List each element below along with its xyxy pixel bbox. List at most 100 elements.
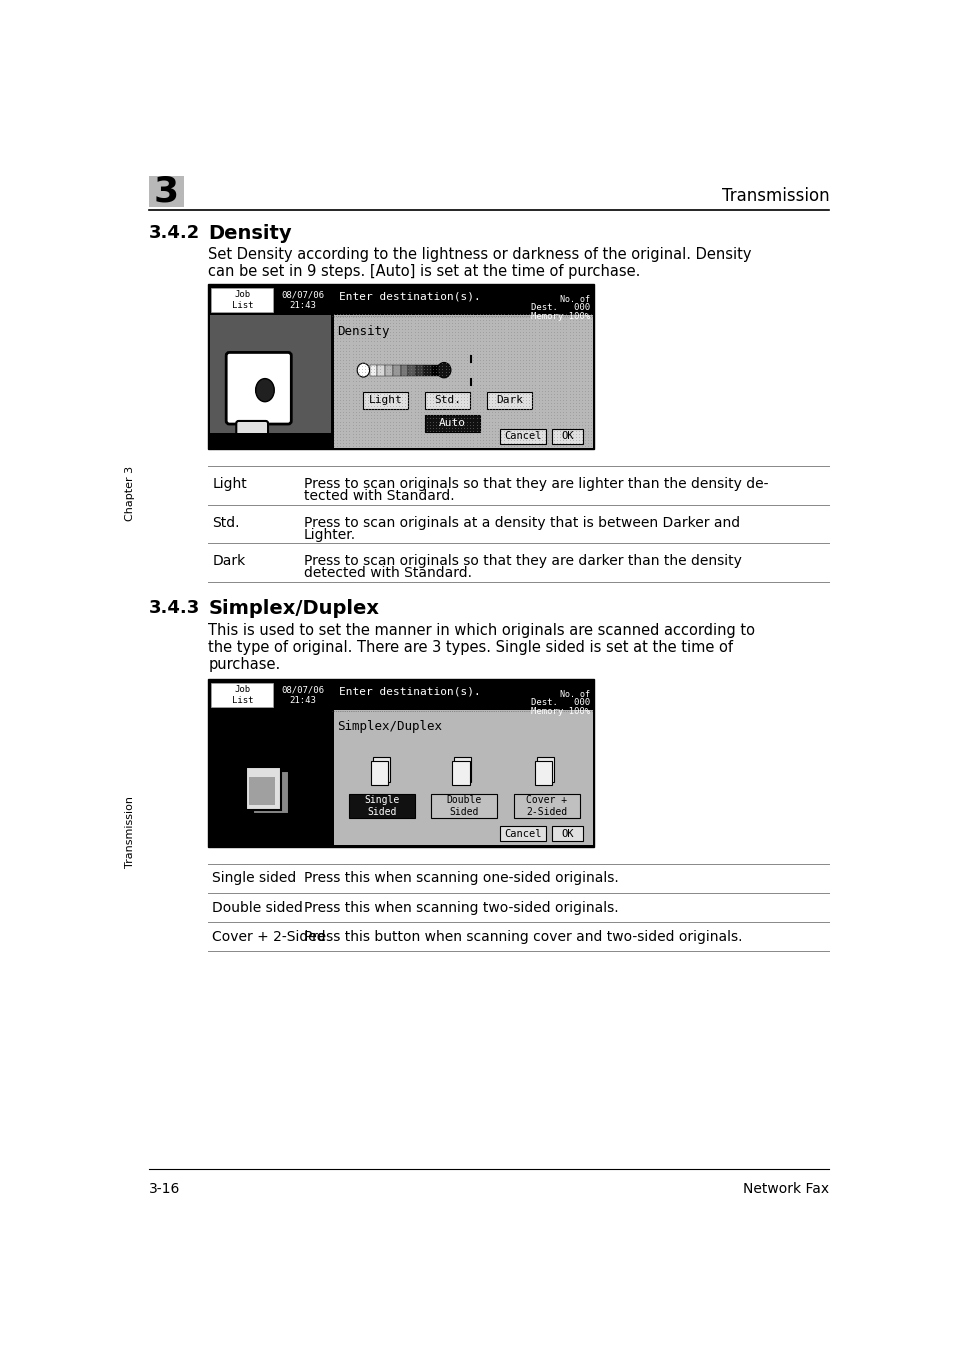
- Text: Press to scan originals at a density that is between Darker and: Press to scan originals at a density tha…: [303, 515, 739, 530]
- Bar: [210, 285, 592, 315]
- FancyBboxPatch shape: [236, 420, 268, 445]
- Bar: [210, 315, 331, 448]
- Bar: [208, 679, 594, 846]
- Text: Cancel: Cancel: [504, 829, 541, 838]
- Text: Light: Light: [369, 395, 402, 406]
- Text: 08/07/06
21:43: 08/07/06 21:43: [281, 291, 324, 310]
- Bar: [408, 365, 416, 376]
- Text: Std.: Std.: [434, 395, 461, 406]
- Text: Std.: Std.: [212, 515, 239, 530]
- Bar: [377, 365, 385, 376]
- Text: Cancel: Cancel: [504, 431, 541, 441]
- Text: This is used to set the manner in which originals are scanned according to: This is used to set the manner in which …: [208, 623, 755, 638]
- Text: Job
List: Job List: [232, 685, 253, 704]
- Text: Light: Light: [212, 477, 247, 491]
- Text: No. of: No. of: [559, 691, 589, 699]
- Bar: [245, 767, 281, 810]
- Bar: [371, 761, 388, 786]
- Bar: [210, 680, 592, 710]
- Text: Lighter.: Lighter.: [303, 529, 355, 542]
- Text: Press this when scanning two-sided originals.: Press this when scanning two-sided origi…: [303, 900, 618, 915]
- Text: 08/07/06
21:43: 08/07/06 21:43: [281, 685, 324, 704]
- Text: Memory 100%: Memory 100%: [530, 312, 589, 322]
- Bar: [425, 415, 479, 431]
- Text: Network Fax: Network Fax: [742, 1183, 828, 1197]
- Bar: [369, 365, 377, 376]
- Bar: [452, 761, 469, 786]
- Bar: [208, 284, 594, 449]
- Text: Transmission: Transmission: [720, 187, 828, 206]
- Text: detected with Standard.: detected with Standard.: [303, 566, 471, 580]
- Bar: [373, 757, 390, 781]
- Text: 3.4.3: 3.4.3: [149, 599, 200, 617]
- Text: Memory 100%: Memory 100%: [530, 707, 589, 717]
- Bar: [552, 429, 583, 443]
- Text: can be set in 9 steps. [Auto] is set at the time of purchase.: can be set in 9 steps. [Auto] is set at …: [208, 264, 640, 279]
- Ellipse shape: [356, 364, 369, 377]
- Text: Press this button when scanning cover and two-sided originals.: Press this button when scanning cover an…: [303, 930, 741, 944]
- Bar: [212, 288, 274, 312]
- FancyBboxPatch shape: [226, 353, 291, 425]
- Bar: [393, 365, 400, 376]
- Text: OK: OK: [561, 431, 574, 441]
- Bar: [363, 392, 408, 408]
- Bar: [513, 795, 579, 818]
- Text: Dark: Dark: [212, 554, 245, 568]
- Text: Double
Sided: Double Sided: [446, 795, 481, 817]
- Bar: [537, 757, 554, 781]
- Text: Chapter 3: Chapter 3: [125, 466, 135, 521]
- Ellipse shape: [436, 362, 451, 377]
- Text: Dest.   000: Dest. 000: [530, 303, 589, 312]
- Bar: [552, 826, 583, 841]
- Text: Job
List: Job List: [232, 291, 253, 310]
- Bar: [334, 710, 592, 845]
- Bar: [499, 429, 546, 443]
- Text: 3: 3: [153, 174, 179, 208]
- Bar: [416, 365, 423, 376]
- Text: Single
Sided: Single Sided: [364, 795, 399, 817]
- Text: Dest.   000: Dest. 000: [530, 698, 589, 707]
- Text: purchase.: purchase.: [208, 657, 280, 672]
- Bar: [454, 757, 471, 781]
- Text: Dark: Dark: [496, 395, 523, 406]
- Text: Double sided: Double sided: [212, 900, 303, 915]
- Bar: [210, 830, 331, 845]
- Text: tected with Standard.: tected with Standard.: [303, 489, 454, 503]
- Text: Press to scan originals so that they are darker than the density: Press to scan originals so that they are…: [303, 554, 740, 568]
- Text: Single sided: Single sided: [212, 872, 296, 886]
- Bar: [487, 392, 532, 408]
- Text: Density: Density: [336, 326, 389, 338]
- Ellipse shape: [255, 379, 274, 402]
- Text: Cover +
2-Sided: Cover + 2-Sided: [525, 795, 567, 817]
- Bar: [423, 365, 431, 376]
- Text: Simplex/Duplex: Simplex/Duplex: [208, 599, 379, 618]
- Text: 3.4.2: 3.4.2: [149, 224, 200, 242]
- Bar: [212, 683, 274, 707]
- Bar: [431, 795, 497, 818]
- Text: Auto: Auto: [438, 418, 465, 429]
- Bar: [349, 795, 415, 818]
- Bar: [385, 365, 393, 376]
- Text: Enter destination(s).: Enter destination(s).: [338, 291, 479, 301]
- Text: No. of: No. of: [559, 296, 589, 304]
- Bar: [499, 826, 546, 841]
- Bar: [431, 365, 439, 376]
- Text: Enter destination(s).: Enter destination(s).: [338, 687, 479, 696]
- Text: Cover + 2-Sided: Cover + 2-Sided: [212, 930, 326, 944]
- Text: Set Density according to the lightness or darkness of the original. Density: Set Density according to the lightness o…: [208, 247, 751, 262]
- Text: 3-16: 3-16: [149, 1183, 180, 1197]
- Text: Transmission: Transmission: [125, 796, 135, 868]
- Text: Density: Density: [208, 224, 292, 243]
- Bar: [253, 771, 289, 814]
- Text: the type of original. There are 3 types. Single sided is set at the time of: the type of original. There are 3 types.…: [208, 641, 733, 656]
- Bar: [249, 777, 274, 806]
- Bar: [425, 392, 470, 408]
- Text: Press this when scanning one-sided originals.: Press this when scanning one-sided origi…: [303, 872, 618, 886]
- Text: OK: OK: [561, 829, 574, 838]
- Bar: [210, 433, 331, 448]
- Bar: [334, 315, 592, 448]
- Text: Simplex/Duplex: Simplex/Duplex: [336, 721, 441, 734]
- Bar: [400, 365, 408, 376]
- Text: Press to scan originals so that they are lighter than the density de-: Press to scan originals so that they are…: [303, 477, 767, 491]
- Bar: [210, 710, 331, 845]
